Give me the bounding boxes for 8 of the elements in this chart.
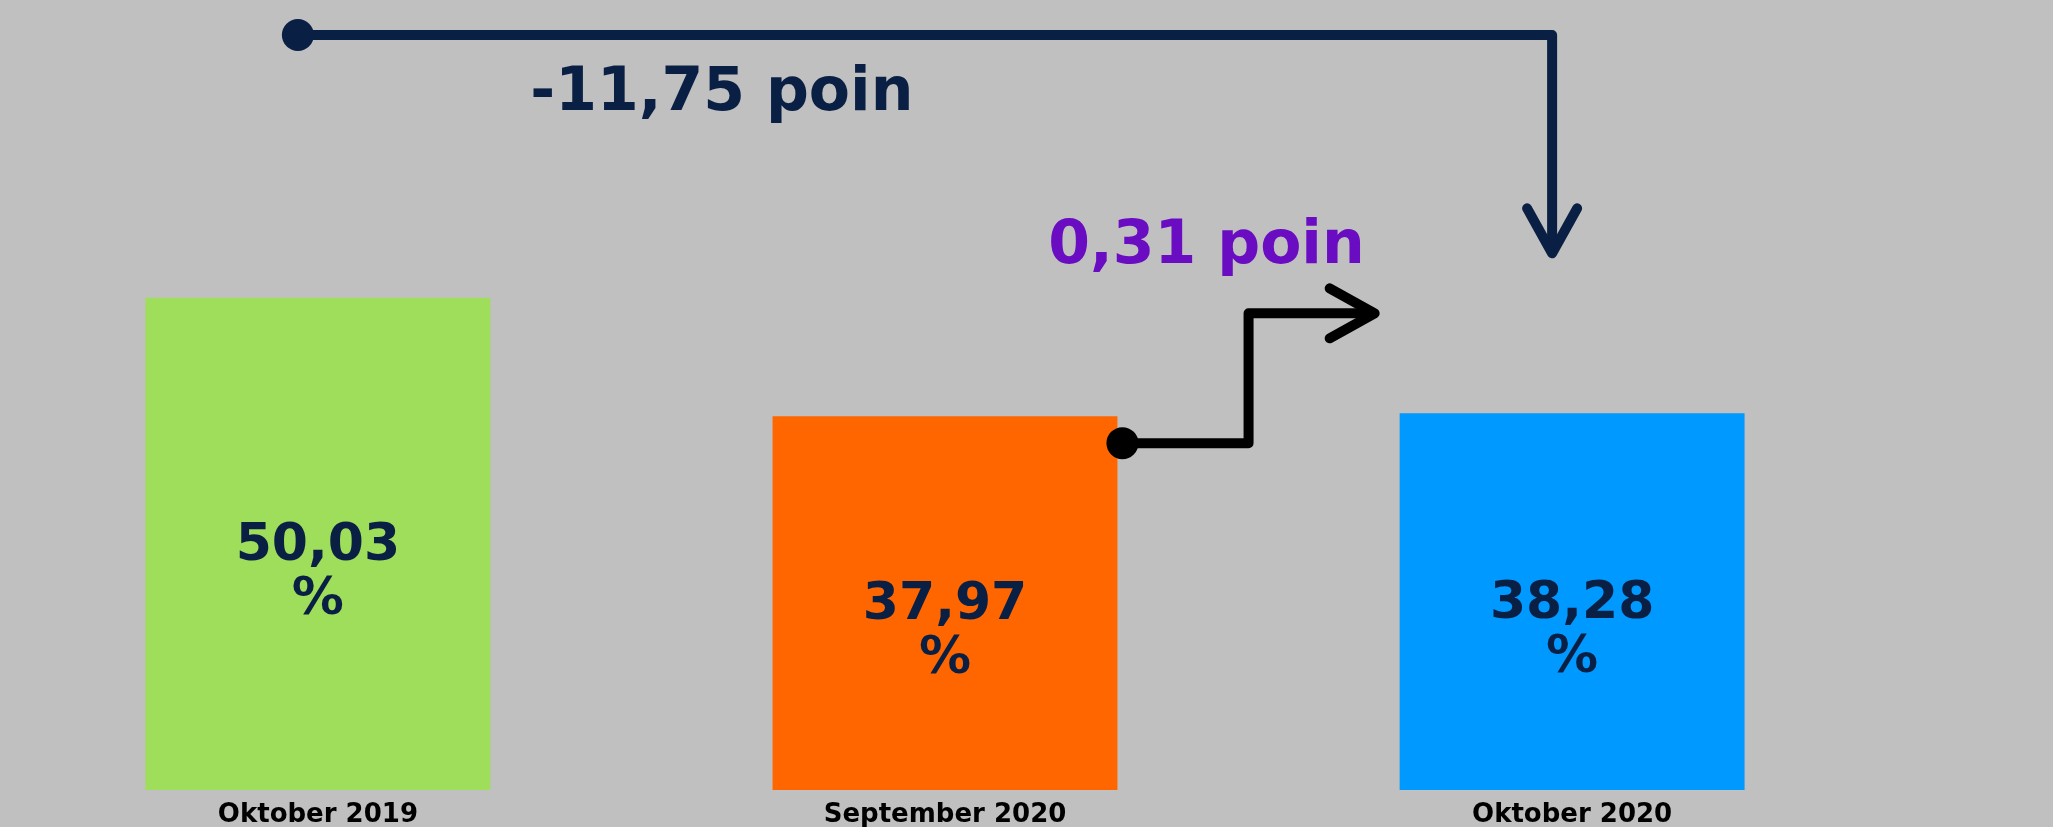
text: -11,75 poin <box>530 54 914 124</box>
data-label: 37,97 % <box>862 571 1028 686</box>
x-tick-label: September 2020 <box>823 797 1067 827</box>
data-label: 38,28 % <box>1489 569 1655 684</box>
data-label: 50,03 % <box>235 511 401 626</box>
x-tick-label: Oktober 2020 <box>1472 797 1673 827</box>
x-tick-label: Oktober 2019 <box>217 797 418 827</box>
text: 0,31 poin <box>1048 207 1365 278</box>
